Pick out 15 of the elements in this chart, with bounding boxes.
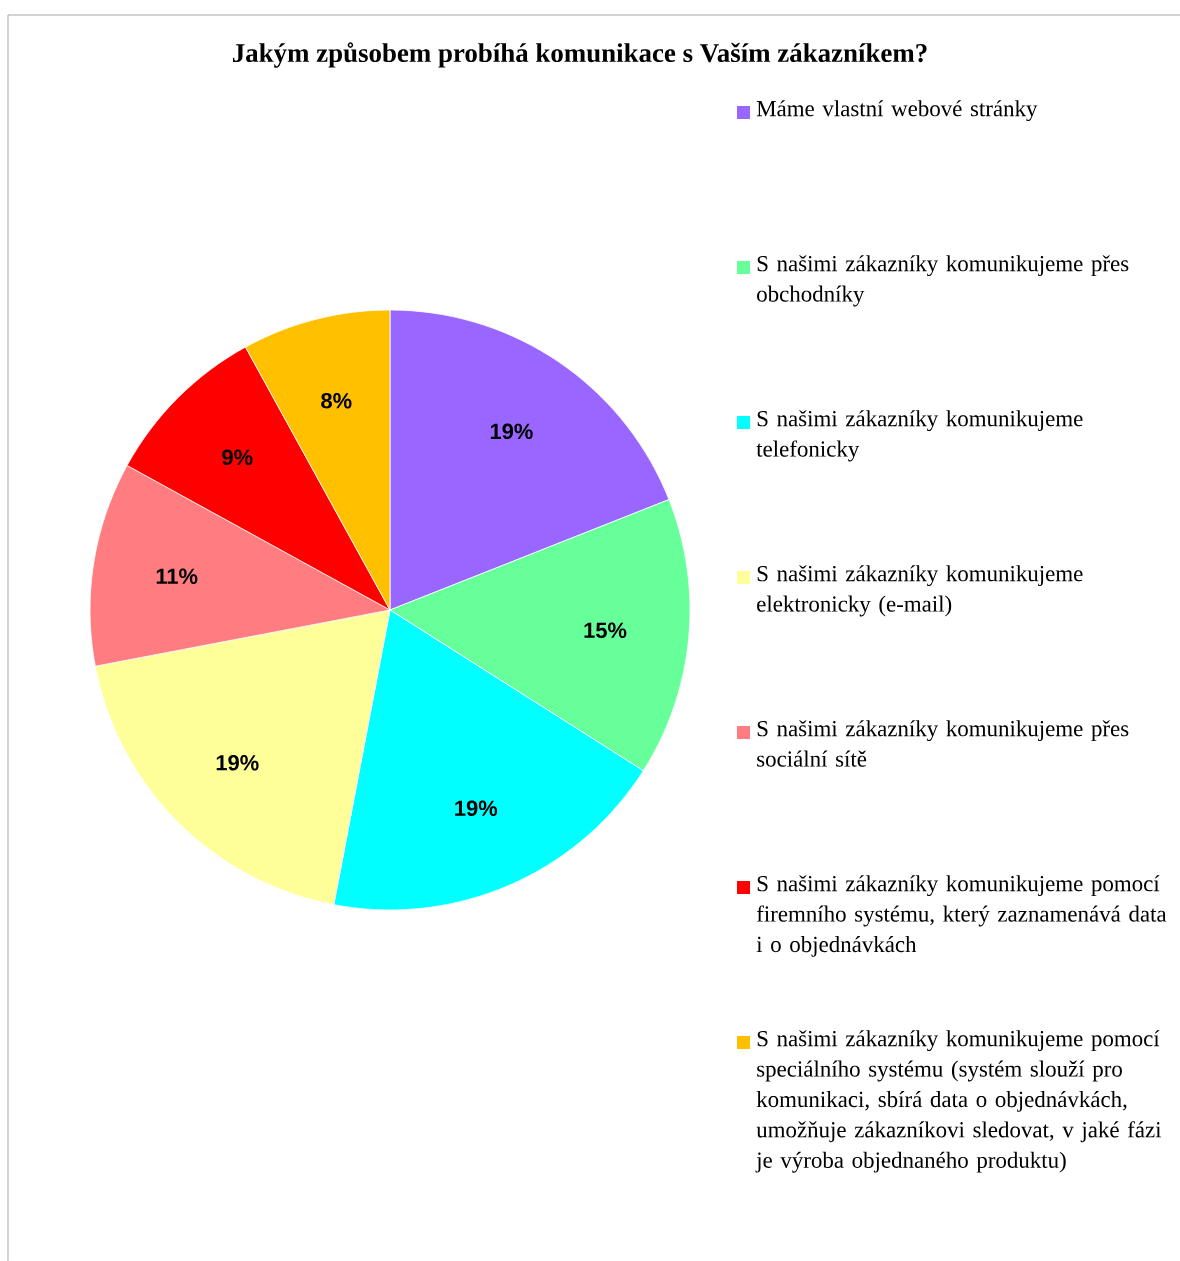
legend-label: S našimi zákazníky komunikujeme elektronicky (e-mail) <box>757 565 1083 617</box>
legend-label: S našimi zákazníky komunikujeme pomocí speciálního systému (systém slouží pro komunikaci, sbírá data o objednávkách, umožňuje zákazníkovi sledovat, v jaké fázi je výroba objednaného produktu) <box>755 1030 1162 1173</box>
data-label: 15% <box>584 622 627 639</box>
data-label: 9% <box>222 449 253 466</box>
data-label: 11% <box>156 568 198 584</box>
legend-label: S našimi zákazníky komunikujeme telefonicky <box>756 410 1083 462</box>
legend-label: S našimi zákazníky komunikujeme pomocí firemního systému, který zaznamenává data i o objednávkách <box>756 875 1167 957</box>
legend-label: S našimi zákazníky komunikujeme přes sociální sítě <box>757 720 1129 767</box>
data-label: 19% <box>216 754 259 771</box>
chart-title: Jakým způsobem probíhá komunikace s Vaším zákazníkem? <box>232 42 927 68</box>
data-label: 19% <box>490 423 533 440</box>
data-label: 8% <box>321 393 352 409</box>
data-label: 19% <box>455 800 498 816</box>
legend-label: Máme vlastní webové stránky <box>756 100 1038 122</box>
legend-label: S našimi zákazníky komunikujeme přes obchodníky <box>757 255 1129 307</box>
